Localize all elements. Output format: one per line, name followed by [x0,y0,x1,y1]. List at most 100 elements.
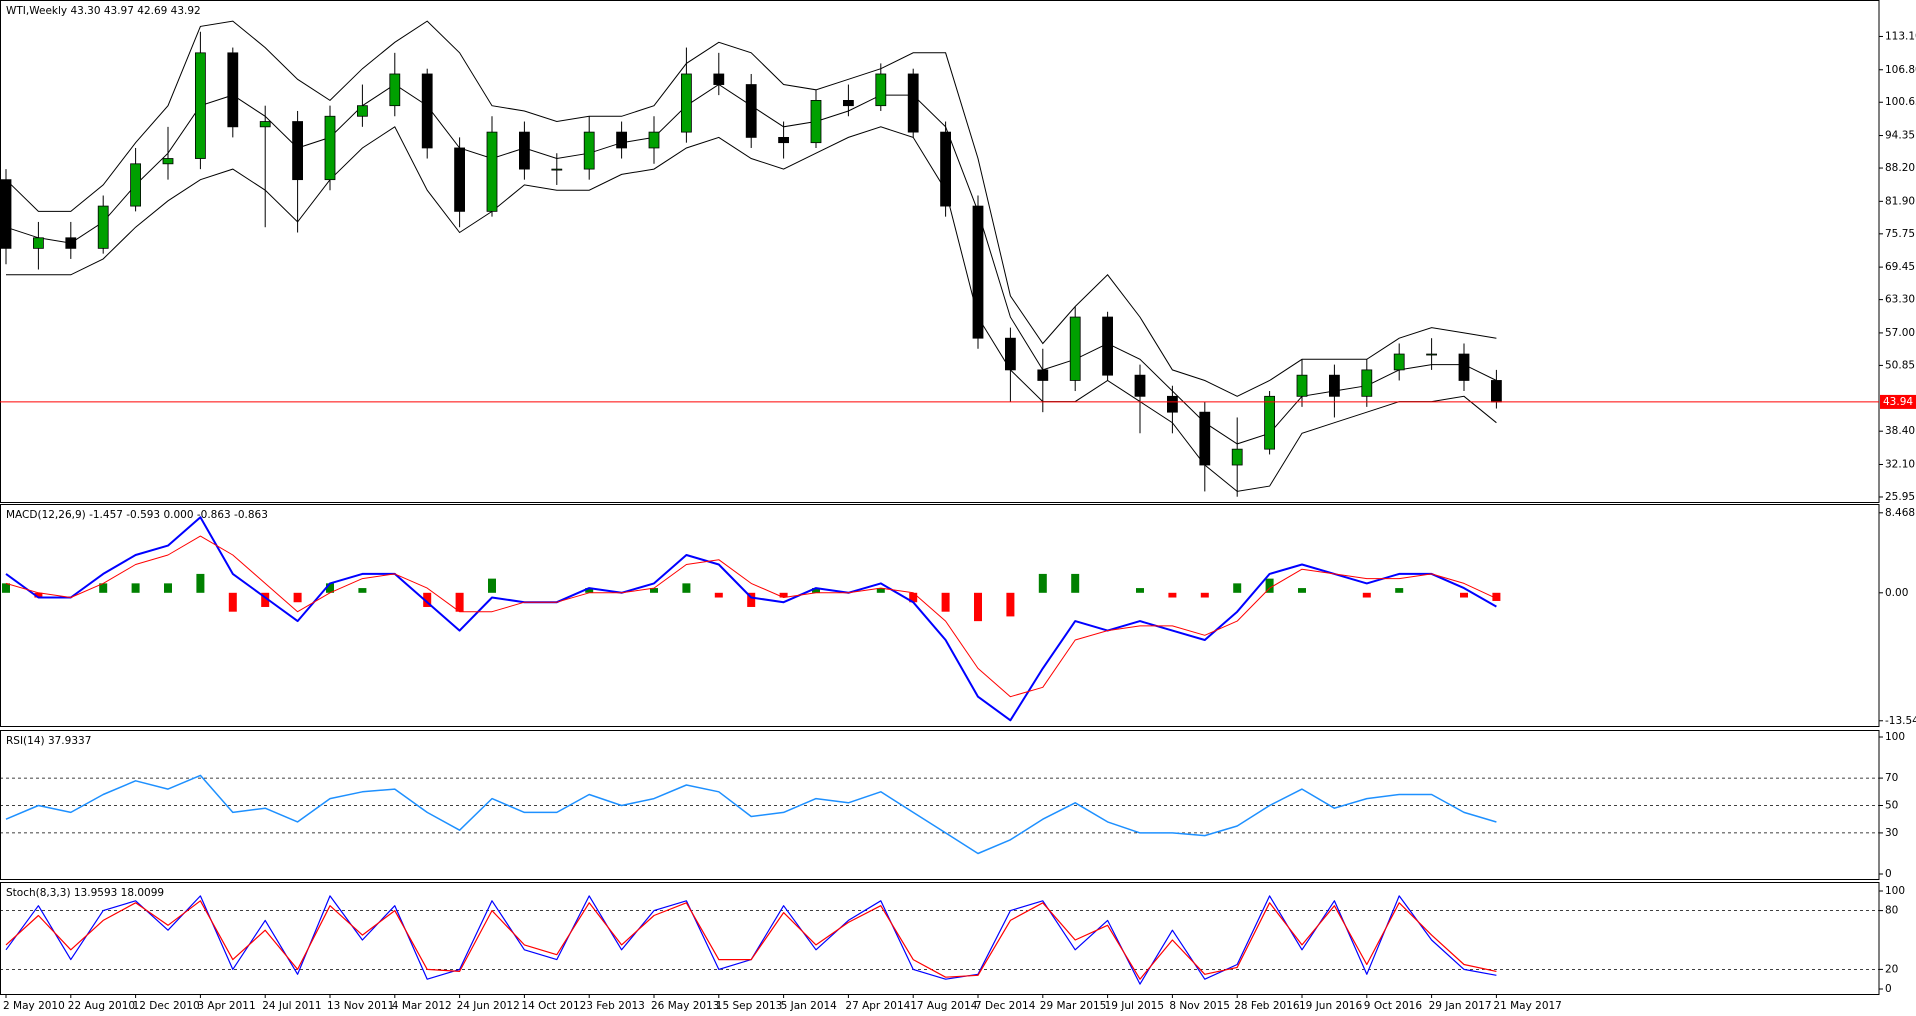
panel-title: Stoch(8,3,3) 13.9593 18.0099 [6,887,164,899]
candle-body [1231,448,1243,466]
y-tick-label: 0 [1885,868,1892,880]
current-price-label: 43.94 [1883,396,1913,408]
histogram-bar [1168,592,1177,598]
candle-body [1102,316,1113,376]
x-tick-label: 29 Jan 2017 [1429,1000,1492,1012]
x-tick-label: 19 Jun 2016 [1299,1000,1362,1012]
y-tick-label: 30 [1885,827,1898,839]
histogram-bar [974,592,982,622]
x-tick-label: 13 Nov 2011 [327,1000,394,1012]
y-tick-label: 106.80 [1885,64,1916,76]
x-tick-label: 15 Sep 2013 [716,1000,783,1012]
histogram-bar [1265,578,1274,593]
histogram-bar [131,583,140,593]
x-tick-label: 3 Apr 2011 [197,1000,255,1012]
candle-body [227,52,239,128]
histogram-bar [99,583,108,593]
candle-body [1167,395,1178,413]
histogram-bar [585,588,594,593]
histogram-bar [293,592,302,603]
panel-border [0,882,1880,995]
y-tick-label: 50.85 [1885,359,1915,371]
histogram-bar [488,578,496,593]
y-tick-label: 70 [1885,772,1898,784]
y-tick-label: 25.95 [1885,491,1915,503]
current-price-box [1880,394,1916,409]
y-tick-label: -13.547 [1885,715,1916,727]
candle-body [292,121,304,181]
candle-body [1069,316,1081,381]
candle-body [97,205,109,249]
x-tick-label: 26 May 2013 [651,1000,719,1012]
bollinger-band [6,126,1497,492]
candle-body [1296,374,1308,397]
histogram-bar [876,588,885,593]
x-tick-label: 29 Mar 2015 [1040,1000,1107,1012]
histogram-bar [714,592,723,598]
y-tick-label: 20 [1885,963,1898,975]
candle-body [1426,353,1437,356]
candle-body [324,115,336,181]
histogram-bar [1460,592,1468,598]
histogram-bar [1298,588,1306,593]
y-tick-label: 100 [1885,731,1905,743]
panel-border [0,0,1880,503]
candle-body [745,84,757,138]
candle-body [1199,411,1211,466]
histogram-bar [358,588,367,593]
y-tick-label: 69.45 [1885,261,1915,273]
histogram-bar [34,592,43,598]
candle-body [1491,380,1502,403]
x-tick-label: 17 Aug 2014 [910,1000,978,1012]
indicator-line [5,535,1497,698]
histogram-bar [164,583,172,593]
candle-body [162,158,174,165]
y-tick-label: 81.90 [1885,195,1915,207]
candle-body [421,73,433,149]
candle-body [551,168,563,171]
x-tick-label: 14 Oct 2012 [521,1000,586,1012]
histogram-bar [650,588,658,593]
y-tick-label: 80 [1885,905,1898,917]
y-tick-label: 100 [1885,885,1905,897]
histogram-bar [1492,592,1501,601]
histogram-bar [228,592,237,612]
histogram-bar [196,573,205,593]
histogram-bar [1362,592,1371,598]
y-tick-label: 32.10 [1885,458,1915,470]
x-tick-label: 19 Jul 2015 [1105,1000,1164,1012]
candle-body [130,163,142,207]
histogram-bar [941,592,950,612]
candle-body [519,131,530,170]
candle-body [616,131,627,149]
y-tick-label: 113.10 [1885,30,1916,42]
candle-body [65,237,77,249]
candle-body [648,131,660,149]
candle-body [194,52,206,159]
bollinger-band [5,20,1497,397]
histogram-bar [1038,573,1047,593]
x-tick-label: 22 Aug 2010 [68,1000,135,1012]
panel-title: RSI(14) 37.9337 [6,735,91,747]
histogram-bar [1200,592,1209,598]
x-tick-label: 8 Nov 2015 [1169,1000,1230,1012]
candle-body [1037,369,1049,381]
x-tick-label: 27 Apr 2014 [845,1000,910,1012]
candle-body [259,121,271,128]
candle-body [907,73,919,133]
panel-border [0,504,1880,727]
histogram-bar [1395,588,1404,593]
y-tick-label: 38.40 [1885,425,1915,437]
y-tick-label: 100.65 [1885,96,1916,108]
histogram-bar [1071,573,1080,593]
y-tick-label: 57.00 [1885,327,1915,339]
candle-body [843,100,854,107]
candle-body [486,131,498,212]
candle-body [454,147,466,212]
candle-body [1458,353,1470,381]
histogram-bar [261,592,270,607]
candle-body [1329,374,1340,397]
y-tick-label: 63.30 [1885,294,1915,306]
candle-body [713,73,725,85]
